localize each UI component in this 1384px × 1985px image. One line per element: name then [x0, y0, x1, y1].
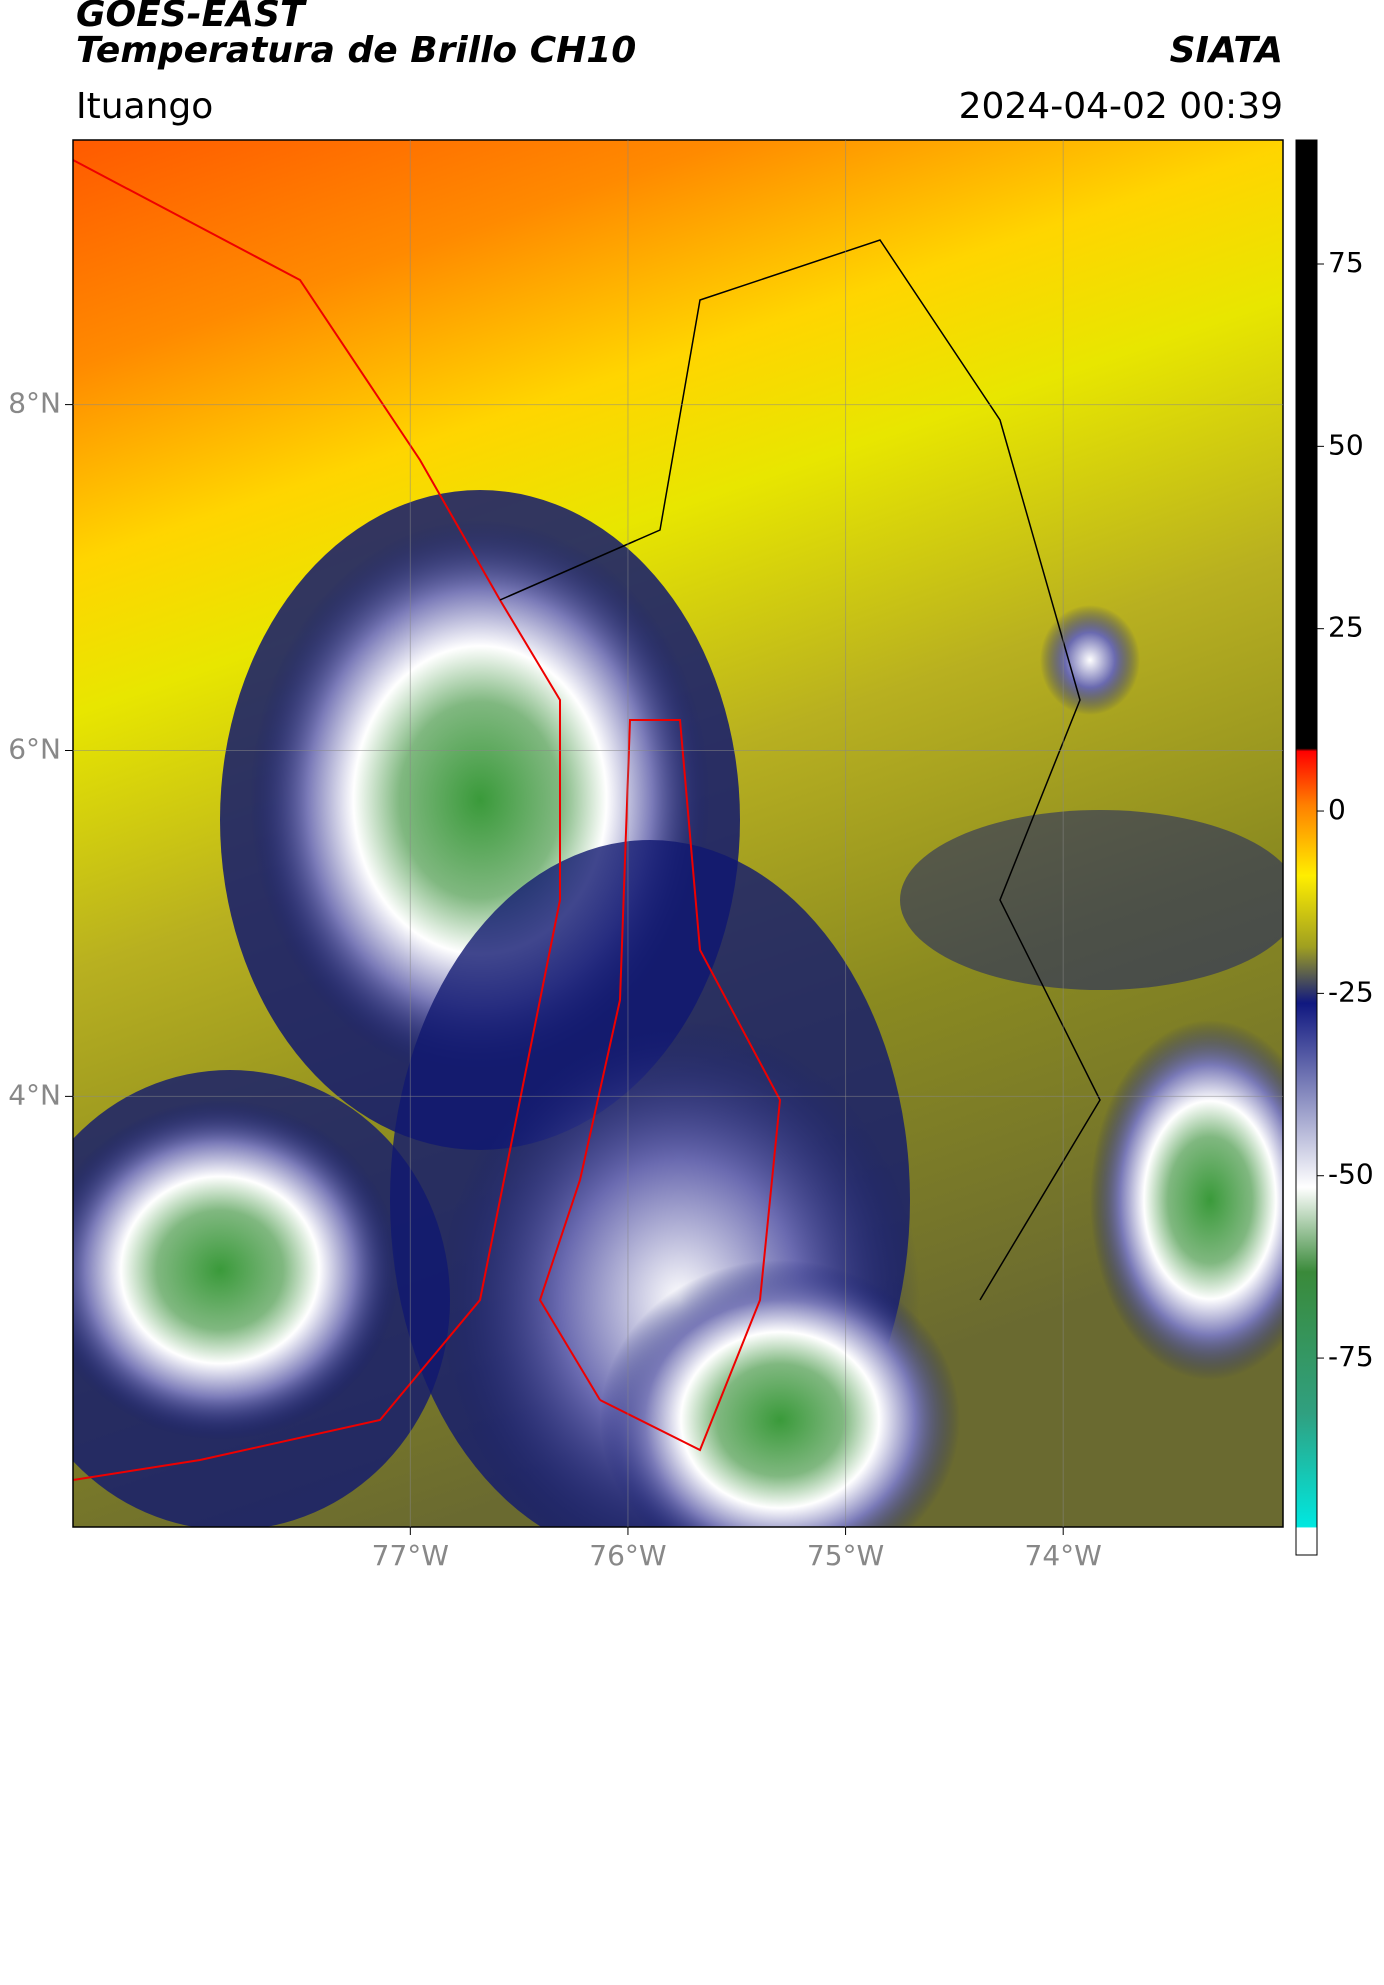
- map-image: [73, 140, 1283, 1527]
- colorbar-tick-label: 75: [1328, 246, 1364, 279]
- colorbar-tick-label: 50: [1328, 428, 1364, 461]
- region: Ituango: [76, 86, 213, 127]
- map-frame: [72, 139, 1284, 1528]
- source: SIATA: [1170, 30, 1283, 71]
- y-tick-label: 4°N: [8, 1078, 61, 1111]
- x-tick-label: 76°W: [589, 1539, 666, 1572]
- datetime: 2024-04-02 00:39: [959, 86, 1283, 127]
- x-tick-label: 74°W: [1025, 1539, 1102, 1572]
- colorbar-tick-label: 0: [1328, 793, 1346, 826]
- title: GOES-EAST: [76, 0, 307, 35]
- y-tick-label: 6°N: [8, 732, 61, 765]
- colorbar-tick-label: -25: [1328, 975, 1374, 1008]
- colorbar-tick-label: 25: [1328, 611, 1364, 644]
- colorbar-tick-label: -75: [1328, 1340, 1374, 1373]
- x-tick-label: 77°W: [372, 1539, 449, 1572]
- y-tick-label: 8°N: [8, 387, 61, 420]
- colorbar-tick-label: -50: [1328, 1158, 1374, 1191]
- subtitle: Temperatura de Brillo CH10: [76, 30, 636, 71]
- colorbar: [1295, 139, 1318, 1556]
- x-tick-label: 75°W: [807, 1539, 884, 1572]
